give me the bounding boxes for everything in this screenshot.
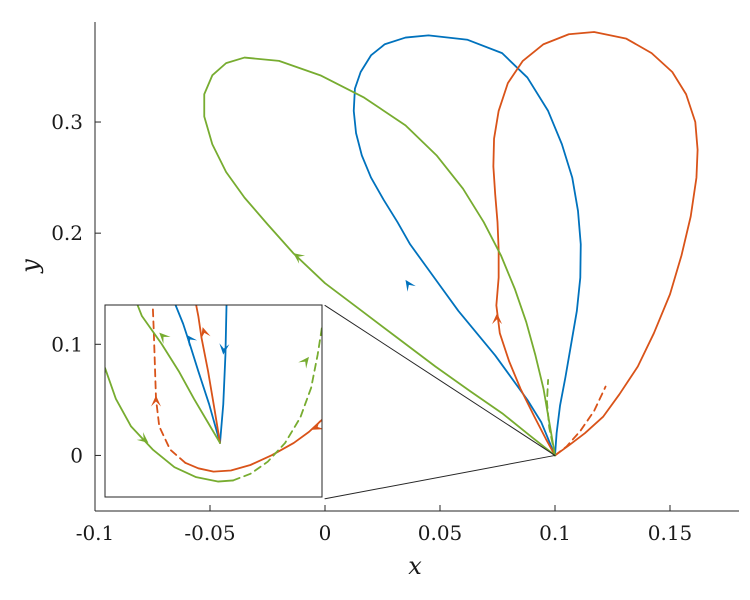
inset-series-1 [219, 305, 228, 444]
inset-arrow-head [136, 432, 149, 443]
inset-plot [104, 304, 323, 498]
x-tick-label: -0.1 [76, 521, 115, 545]
x-axis: -0.1 -0.05 0 0.05 0.1 0.15 [76, 505, 739, 545]
inset-series-5 [136, 305, 221, 444]
inset-arrow-head [200, 327, 211, 340]
x-tick-label: 0.05 [418, 521, 463, 545]
inset-series-0 [174, 305, 221, 444]
plot-area [203, 31, 699, 500]
x-tick-label: 0 [319, 521, 332, 545]
main-series-1 [492, 31, 699, 457]
y-axis: 0 0.1 0.2 0.3 [51, 22, 101, 511]
y-axis-label: y [16, 259, 44, 274]
inset-frame [104, 304, 323, 498]
y-tick-label: 0 [70, 443, 83, 467]
inset-series-3 [184, 418, 322, 473]
main-arrow-head [492, 313, 503, 325]
main-arrow-head [405, 279, 416, 292]
x-axis-label: x [408, 552, 422, 580]
inset-series-6 [105, 367, 234, 483]
inset-arrow-head [312, 420, 322, 430]
x-tick-label: -0.05 [184, 521, 235, 545]
main-arrow-head [293, 253, 306, 264]
y-tick-label: 0.1 [51, 332, 83, 356]
inset-arrow-head [219, 343, 230, 355]
main-series-2-dashed [554, 385, 607, 457]
x-tick-label: 0.15 [648, 521, 693, 545]
inset-series-7-dashed [232, 317, 322, 482]
inset-arrow-head [298, 356, 309, 369]
main-series-0 [352, 34, 582, 457]
inset-series-2 [195, 305, 221, 444]
inset-arrow-head [159, 332, 171, 344]
inset-curves [105, 305, 322, 483]
y-tick-label: 0.2 [51, 221, 83, 245]
main-series-5 [324, 304, 556, 456]
y-tick-label: 0.3 [51, 110, 83, 134]
main-series-6 [324, 454, 556, 500]
main-series-4-dashed [546, 378, 556, 457]
inset-arrow-head [186, 334, 198, 347]
x-tick-label: 0.1 [539, 521, 571, 545]
inset-arrow-head [150, 395, 161, 407]
main-series-3 [203, 56, 556, 457]
